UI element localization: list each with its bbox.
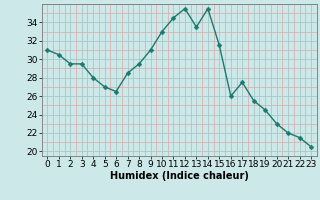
X-axis label: Humidex (Indice chaleur): Humidex (Indice chaleur) [110, 171, 249, 181]
